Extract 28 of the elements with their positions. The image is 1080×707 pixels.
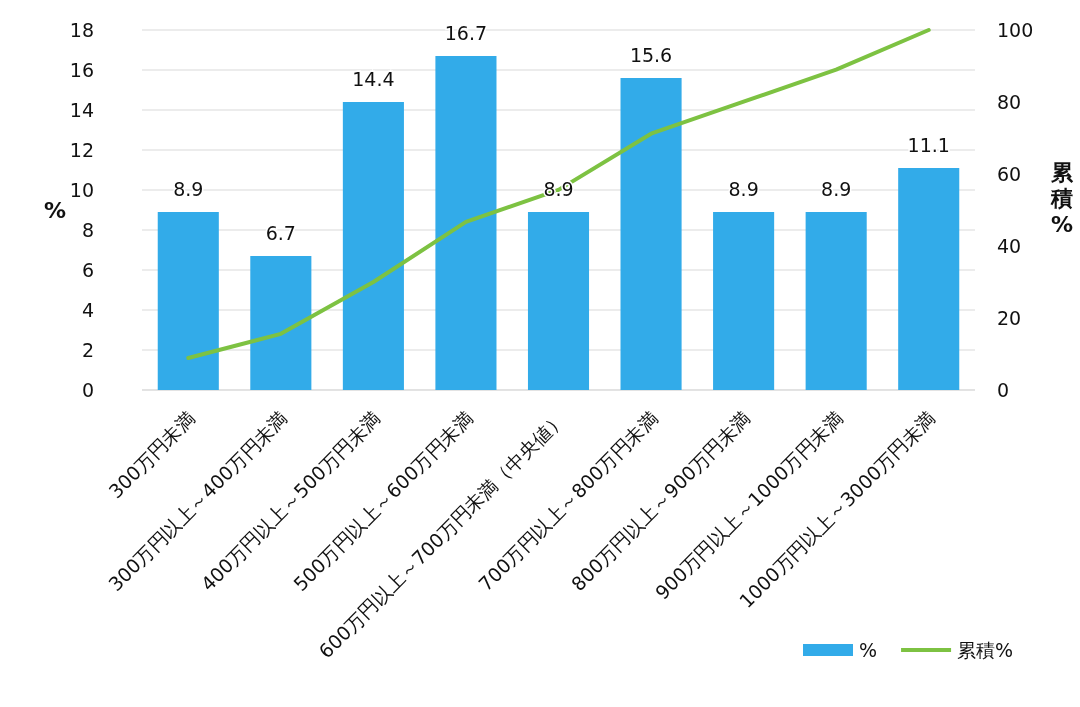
data-label: 16.7 (444, 22, 488, 44)
y2-tick-label: 20 (997, 307, 1022, 329)
y2-tick-label: 100 (997, 19, 1034, 41)
y-tick-label: 0 (81, 379, 94, 401)
y2-tick-label: 0 (997, 379, 1010, 401)
legend-label: 累積% (957, 639, 1014, 661)
data-label: 14.4 (352, 68, 395, 90)
data-label: 8.9 (173, 178, 204, 200)
y-tick-label: 12 (69, 139, 94, 161)
y-tick-label: 4 (81, 299, 94, 321)
y-tick-label: 14 (69, 99, 94, 121)
data-label: 8.9 (728, 178, 759, 200)
y-tick-label: 8 (81, 219, 94, 241)
y-tick-label: 2 (81, 339, 94, 361)
y-axis-title: % (43, 198, 67, 223)
y2-tick-label: 40 (997, 235, 1022, 257)
y2-tick-label: 60 (997, 163, 1022, 185)
y-tick-label: 16 (69, 59, 94, 81)
y2-axis-title: 累積% (1050, 160, 1074, 237)
legend-label: % (859, 639, 878, 661)
y-tick-label: 6 (81, 259, 94, 281)
y-tick-label: 10 (69, 179, 94, 201)
y-tick-label: 18 (69, 19, 94, 41)
data-label: 11.1 (907, 134, 950, 156)
data-label: 15.6 (629, 44, 673, 66)
y2-tick-label: 80 (997, 91, 1022, 113)
data-label: 8.9 (821, 178, 852, 200)
data-label: 6.7 (265, 222, 296, 244)
